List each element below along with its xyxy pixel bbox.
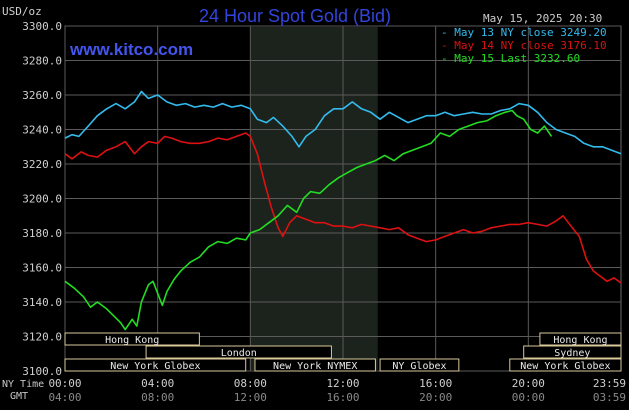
session-bar: Hong Kong bbox=[64, 332, 200, 346]
y-axis-ticks: 3100.0 3120.0 3140.0 3160.0 3180.0 3200.0 3220… bbox=[22, 20, 62, 378]
session-box bbox=[145, 345, 332, 359]
x-row-label-gmt: GMT bbox=[10, 391, 28, 402]
x-tick-label-ny: 23:59 bbox=[593, 377, 626, 390]
x-row-label-ny-time: NY Time bbox=[2, 379, 44, 390]
session-label: Hong Kong bbox=[105, 335, 159, 346]
session-label: London bbox=[221, 348, 257, 359]
x-tick-label-ny: 16:00 bbox=[419, 377, 452, 390]
y-tick-label: 3240.0 bbox=[22, 124, 62, 137]
x-tick-label-ny: 00:00 bbox=[48, 377, 81, 390]
session-label: New York Globex bbox=[520, 361, 610, 372]
session-box bbox=[64, 332, 200, 346]
x-tick-label-ny: 04:00 bbox=[141, 377, 174, 390]
y-tick-label: 3300.0 bbox=[22, 20, 62, 33]
y-unit-label: USD/oz bbox=[2, 5, 42, 18]
session-box bbox=[523, 345, 622, 359]
session-box bbox=[64, 358, 247, 372]
session-label: Sydney bbox=[554, 348, 590, 359]
y-tick-label: 3220.0 bbox=[22, 158, 62, 171]
session-bar: Hong Kong bbox=[539, 332, 622, 346]
session-box bbox=[379, 358, 460, 372]
x-tick-label-gmt: 12:00 bbox=[234, 391, 267, 404]
series-line-1 bbox=[64, 132, 622, 284]
x-tick-label-gmt: 00:00 bbox=[512, 391, 545, 404]
session-label: New York Globex bbox=[110, 361, 200, 372]
site-watermark: www.kitco.com bbox=[69, 40, 193, 59]
y-tick-label: 3260.0 bbox=[22, 89, 62, 102]
session-box bbox=[509, 358, 622, 372]
legend: - May 13 NY close 3249.20 - May 14 NY cl… bbox=[441, 26, 607, 65]
session-box bbox=[539, 332, 622, 346]
session-bar: Sydney bbox=[523, 345, 622, 359]
session-bar: London bbox=[145, 345, 332, 359]
x-tick-label-ny: 20:00 bbox=[512, 377, 545, 390]
legend-entry-0: - May 13 NY close 3249.20 bbox=[441, 26, 607, 39]
y-tick-label: 3140.0 bbox=[22, 296, 62, 309]
session-box bbox=[254, 358, 376, 372]
x-tick-label-gmt: 04:00 bbox=[48, 391, 81, 404]
y-tick-label: 3280.0 bbox=[22, 55, 62, 68]
y-tick-label: 3120.0 bbox=[22, 331, 62, 344]
y-tick-label: 3180.0 bbox=[22, 227, 62, 240]
x-tick-label-gmt: 03:59 bbox=[593, 391, 626, 404]
series-line-0 bbox=[64, 90, 622, 155]
x-tick-label-ny: 08:00 bbox=[234, 377, 267, 390]
y-tick-label: 3200.0 bbox=[22, 193, 62, 206]
session-bar: New York Globex bbox=[64, 358, 247, 372]
y-tick-label: 3100.0 bbox=[22, 365, 62, 378]
chart-title: 24 Hour Spot Gold (Bid) bbox=[199, 6, 391, 26]
session-label: New York NYMEX bbox=[273, 361, 357, 372]
y-tick-label: 3160.0 bbox=[22, 262, 62, 275]
session-label: NY Globex bbox=[392, 361, 446, 372]
market-sessions: Hong Kong London New York Globex New York N… bbox=[64, 332, 622, 372]
session-label: Hong Kong bbox=[553, 335, 607, 346]
x-tick-label-gmt: 20:00 bbox=[419, 391, 452, 404]
series-line-2 bbox=[64, 109, 553, 331]
legend-entry-2: - May 15 Last 3232.60 bbox=[441, 52, 580, 65]
session-bar: NY Globex bbox=[379, 358, 460, 372]
x-tick-label-gmt: 08:00 bbox=[141, 391, 174, 404]
x-axis-ticks: 00:00 04:00 08:00 12:00 16:00 20:00 23:5904:00… bbox=[48, 377, 626, 404]
session-bar: New York NYMEX bbox=[254, 358, 376, 372]
legend-entry-1: - May 14 NY close 3176.10 bbox=[441, 39, 607, 52]
x-tick-label-ny: 12:00 bbox=[326, 377, 359, 390]
x-tick-label-gmt: 16:00 bbox=[326, 391, 359, 404]
session-bar: New York Globex bbox=[509, 358, 622, 372]
timestamp: May 15, 2025 20:30 bbox=[483, 12, 602, 25]
price-series bbox=[64, 90, 622, 331]
